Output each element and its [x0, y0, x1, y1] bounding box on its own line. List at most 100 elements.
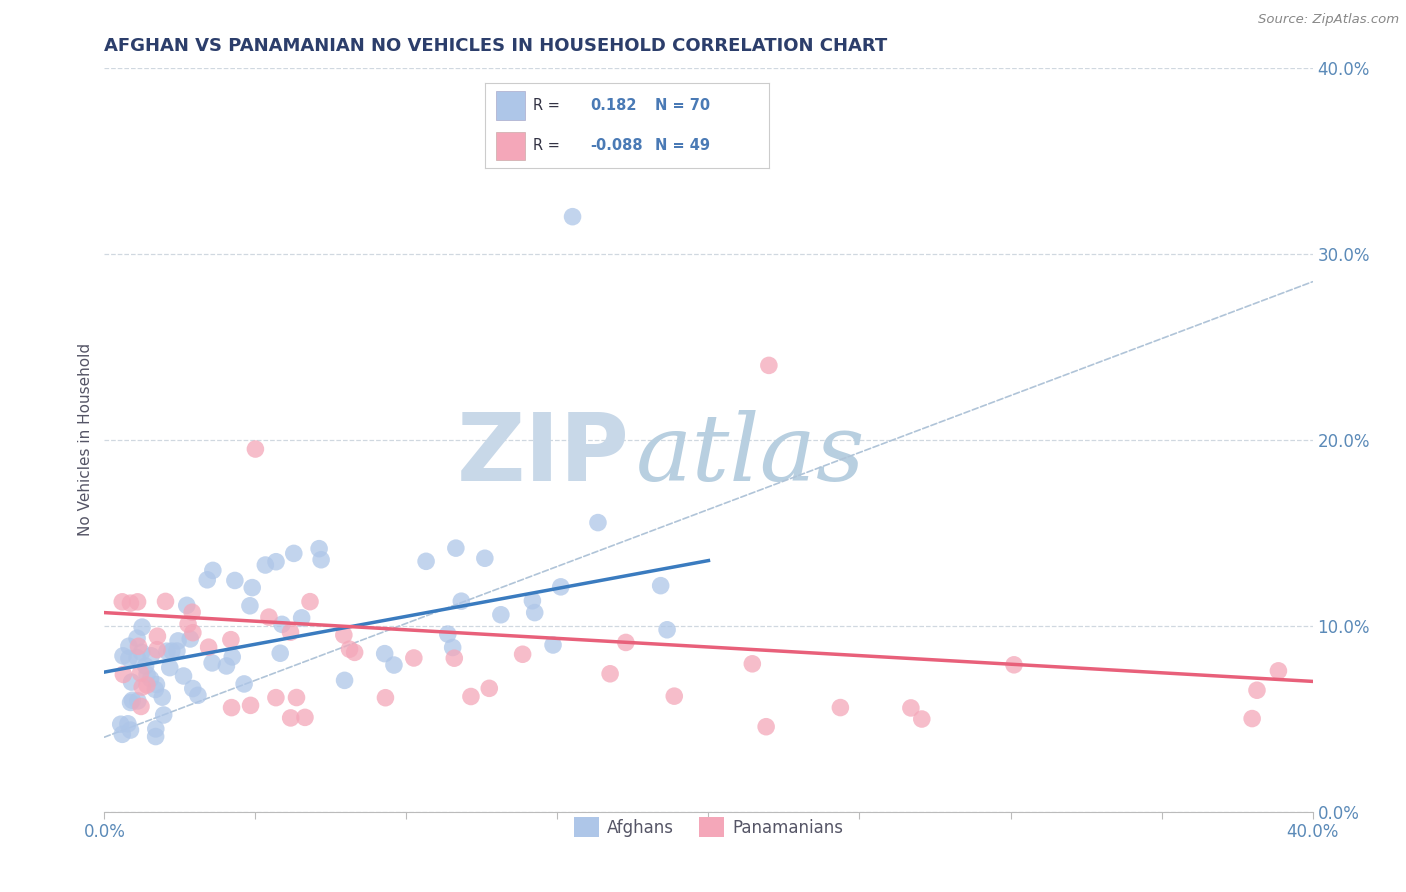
Point [121, 693, 143, 707]
Point [239, 698, 262, 713]
Point [460, 690, 482, 704]
Point [173, 669, 195, 683]
Point [402, 651, 425, 665]
Point [283, 546, 305, 560]
Point [240, 581, 263, 595]
Point [298, 594, 321, 608]
Point [118, 639, 141, 653]
Point [195, 573, 218, 587]
Point [120, 596, 142, 610]
Point [264, 555, 287, 569]
Point [201, 563, 224, 577]
Point [522, 593, 544, 607]
Point [415, 554, 437, 568]
Legend: Afghans, Panamanians: Afghans, Panamanians [567, 811, 851, 844]
Point [111, 648, 134, 663]
Point [176, 599, 198, 613]
Point [120, 696, 142, 710]
Point [131, 680, 153, 694]
Point [127, 650, 149, 665]
Point [239, 599, 262, 613]
Point [443, 651, 465, 665]
Point [177, 617, 200, 632]
Point [159, 660, 181, 674]
Point [271, 617, 294, 632]
Point [221, 700, 243, 714]
Point [285, 690, 308, 705]
Text: Source: ZipAtlas.com: Source: ZipAtlas.com [1258, 13, 1399, 27]
Point [111, 727, 134, 741]
Point [911, 712, 934, 726]
Point [166, 644, 188, 658]
Text: ZIP: ZIP [457, 409, 630, 500]
Point [382, 658, 405, 673]
Point [152, 708, 174, 723]
Point [143, 682, 166, 697]
Point [741, 657, 763, 671]
Point [333, 628, 356, 642]
Point [333, 673, 356, 688]
Point [135, 659, 157, 673]
Y-axis label: No Vehicles in Household: No Vehicles in Household [79, 343, 93, 536]
Point [343, 645, 366, 659]
Point [167, 633, 190, 648]
Point [121, 675, 143, 690]
Point [309, 553, 332, 567]
Point [614, 635, 637, 649]
Point [129, 699, 152, 714]
Point [280, 711, 302, 725]
Point [150, 690, 173, 705]
Point [655, 623, 678, 637]
Point [339, 642, 361, 657]
Point [280, 625, 302, 640]
Point [145, 730, 167, 744]
Point [128, 640, 150, 654]
Point [181, 681, 204, 696]
Point [523, 606, 546, 620]
Point [561, 210, 583, 224]
Point [900, 701, 922, 715]
Point [197, 640, 219, 655]
Point [233, 677, 256, 691]
Point [586, 516, 609, 530]
Point [512, 647, 534, 661]
Point [489, 607, 512, 622]
Point [131, 620, 153, 634]
Point [181, 625, 204, 640]
Point [129, 666, 152, 681]
Point [830, 700, 852, 714]
Point [131, 645, 153, 659]
Point [179, 632, 201, 646]
Point [478, 681, 501, 696]
Point [145, 677, 167, 691]
Point [215, 659, 238, 673]
Point [550, 580, 572, 594]
Point [245, 442, 267, 456]
Point [224, 574, 246, 588]
Point [755, 720, 778, 734]
Point [219, 632, 242, 647]
Point [308, 541, 330, 556]
Point [450, 594, 472, 608]
Point [650, 579, 672, 593]
Point [294, 710, 316, 724]
Point [1002, 657, 1025, 672]
Point [111, 595, 134, 609]
Point [136, 667, 159, 681]
Point [257, 610, 280, 624]
Point [146, 629, 169, 643]
Point [264, 690, 287, 705]
Text: AFGHAN VS PANAMANIAN NO VEHICLES IN HOUSEHOLD CORRELATION CHART: AFGHAN VS PANAMANIAN NO VEHICLES IN HOUS… [104, 37, 887, 55]
Point [155, 594, 177, 608]
Point [156, 644, 179, 658]
Text: atlas: atlas [636, 409, 866, 500]
Point [664, 689, 686, 703]
Point [125, 631, 148, 645]
Point [120, 723, 142, 737]
Point [269, 646, 291, 660]
Point [758, 359, 780, 373]
Point [118, 651, 141, 665]
Point [1241, 712, 1264, 726]
Point [441, 640, 464, 655]
Point [136, 678, 159, 692]
